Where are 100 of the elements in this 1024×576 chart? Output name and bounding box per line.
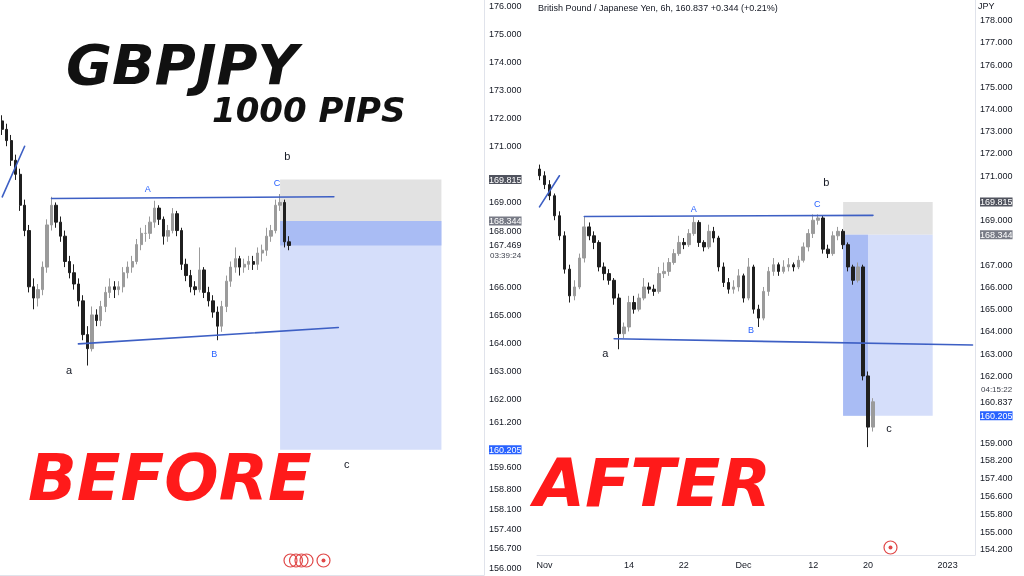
y-tick-label: 177.000 (980, 37, 1013, 48)
candlestick (727, 277, 730, 295)
y-tick-label: 167.469 (489, 240, 522, 251)
candlestick (113, 280, 116, 299)
annotation: a (602, 346, 610, 359)
y-tick-label: 154.200 (980, 544, 1013, 555)
candlestick (682, 237, 686, 250)
candlestick (117, 280, 120, 296)
candlestick (752, 264, 755, 315)
y-tick-label: 159.000 (980, 437, 1013, 448)
y-axis-title: JPY (978, 0, 995, 11)
annotation: BEFORE (28, 441, 312, 515)
y-tick-label: 166.000 (489, 281, 522, 292)
candlestick (742, 273, 745, 304)
annotation: c (886, 422, 893, 435)
annotation: B (747, 325, 755, 336)
y-tick-label: 173.000 (980, 126, 1013, 137)
annotation: b (823, 176, 830, 189)
y-tick-label: 174.000 (489, 56, 522, 67)
y-tick-label: 178.000 (980, 15, 1013, 26)
y-tick-label: 176.000 (489, 0, 522, 11)
candlestick (256, 246, 259, 271)
y-tick-label: 167.000 (980, 259, 1013, 270)
y-tick-label: 155.000 (980, 526, 1013, 537)
y-tick-label: 165.000 (489, 309, 522, 320)
annotation: C (273, 178, 281, 189)
candlestick (198, 246, 201, 293)
x-tick-label: 14 (624, 559, 635, 570)
y-tick-label: 168.344 (980, 229, 1013, 240)
y-tick-label: 155.800 (980, 508, 1013, 519)
candlestick (563, 230, 566, 275)
candlestick (243, 258, 246, 274)
candlestick (99, 300, 102, 327)
candlestick (871, 397, 875, 433)
annotation: AFTER (529, 444, 772, 522)
candlestick (712, 226, 715, 243)
candlestick (782, 259, 785, 275)
candlestick (767, 266, 770, 297)
y-tick-label: 169.000 (489, 197, 522, 208)
candlestick (717, 235, 720, 272)
x-tick-label: 20 (862, 559, 873, 570)
candlestick (792, 261, 795, 272)
candlestick (737, 268, 740, 292)
candlestick (707, 224, 711, 250)
candlestick (747, 257, 750, 301)
candlestick (558, 210, 561, 241)
annotation: C (813, 198, 821, 209)
candlestick (252, 255, 255, 271)
candlestick (553, 193, 556, 221)
y-tick-label: 168.344 (489, 215, 522, 226)
candlestick (95, 308, 98, 327)
y-tick-label: 172.000 (980, 148, 1013, 159)
text: 04:15:22 (981, 384, 1013, 394)
candlestick (543, 170, 546, 190)
candlestick (538, 164, 541, 181)
candlestick (772, 257, 775, 277)
y-tick-label: 169.815 (489, 174, 522, 185)
y-tick-label: 169.815 (980, 197, 1013, 208)
candlestick (856, 261, 860, 284)
y-tick-label: 175.000 (489, 28, 522, 39)
annotation: A (690, 204, 697, 215)
candlestick (140, 227, 143, 251)
y-tick-label: 162.000 (489, 394, 522, 405)
candlestick (568, 264, 571, 304)
y-tick-label: 166.000 (980, 281, 1013, 292)
annotation: B (211, 349, 218, 359)
y-tick-label: 164.000 (489, 338, 522, 349)
candlestick (220, 300, 223, 333)
candlestick (777, 261, 780, 277)
candlestick (573, 279, 576, 301)
candlestick (732, 279, 735, 295)
candlestick (234, 246, 237, 274)
candlestick (757, 304, 760, 328)
y-tick-label: 172.000 (489, 113, 522, 124)
y-tick-label: 159.600 (489, 461, 522, 472)
y-tick-label: 160.205 (489, 444, 522, 455)
y-tick-label: 163.000 (980, 348, 1013, 359)
x-tick-label: Dec (735, 559, 753, 570)
y-tick-label: 157.400 (980, 473, 1013, 484)
candlestick (787, 257, 790, 272)
y-tick-label: 164.000 (980, 326, 1013, 337)
x-tick-label: Nov (536, 559, 553, 570)
chart-title: British Pound / Japanese Yen, 6h, 160.837 +0.344 (+0.21%) (538, 2, 778, 13)
candlestick (722, 261, 725, 288)
annotation: b (284, 150, 291, 163)
candlestick (762, 286, 765, 321)
y-tick-label: 158.200 (980, 455, 1013, 466)
x-tick-label: 22 (678, 559, 689, 570)
y-tick-label: 158.800 (489, 484, 522, 495)
y-tick-label: 156.700 (489, 543, 522, 554)
y-tick-label: 171.000 (980, 170, 1013, 181)
y-tick-label: 160.837 (980, 396, 1013, 407)
annotation: A (144, 183, 151, 194)
y-tick-label: 168.000 (489, 225, 522, 236)
x-tick-label: 2023 (937, 559, 958, 570)
text: 03:39:24 (490, 250, 522, 260)
y-tick-label: 175.000 (980, 81, 1013, 92)
candlestick (632, 295, 636, 315)
y-tick-label: 163.000 (489, 366, 522, 377)
annotation: a (65, 363, 73, 376)
